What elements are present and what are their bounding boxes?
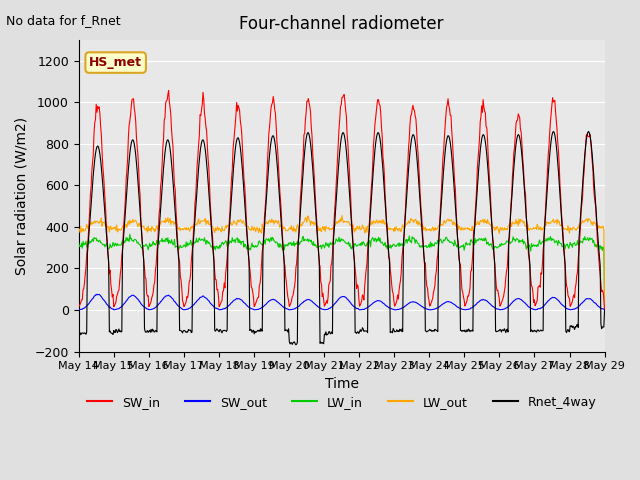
LW_in	[601, 307, 609, 313]
SW_in	[138, 239, 146, 245]
Text: HS_met: HS_met	[89, 56, 142, 69]
LW_out	[84, 226, 92, 231]
Rnet_4way	[406, 149, 414, 155]
SW_in	[84, 235, 92, 240]
SW_out	[75, 307, 83, 312]
Rnet_4way	[192, 206, 200, 212]
LW_in	[406, 239, 414, 244]
SW_out	[406, 300, 414, 305]
SW_out	[139, 303, 147, 309]
Line: LW_out: LW_out	[79, 216, 605, 310]
Title: Four-channel radiometer: Four-channel radiometer	[239, 15, 444, 33]
Y-axis label: Solar radiation (W/m2): Solar radiation (W/m2)	[15, 117, 29, 275]
LW_in	[139, 242, 147, 248]
Line: SW_in: SW_in	[79, 90, 605, 310]
LW_out	[220, 228, 227, 233]
LW_in	[75, 240, 83, 246]
Legend: SW_in, SW_out, LW_in, LW_out, Rnet_4way: SW_in, SW_out, LW_in, LW_out, Rnet_4way	[82, 391, 602, 414]
SW_out	[422, 305, 429, 311]
LW_out	[406, 220, 414, 226]
X-axis label: Time: Time	[324, 377, 358, 391]
LW_in	[220, 240, 228, 246]
Rnet_4way	[584, 129, 592, 134]
Rnet_4way	[422, 328, 429, 334]
Line: LW_in: LW_in	[79, 234, 605, 310]
SW_out	[601, 307, 609, 313]
SW_in	[193, 177, 200, 183]
LW_in	[422, 243, 429, 249]
SW_in	[164, 87, 172, 93]
LW_in	[193, 235, 200, 241]
LW_out	[422, 224, 429, 230]
Rnet_4way	[220, 327, 227, 333]
SW_in	[75, 304, 83, 310]
Rnet_4way	[292, 342, 300, 348]
Line: SW_out: SW_out	[79, 294, 605, 310]
SW_out	[92, 291, 100, 297]
LW_out	[192, 222, 200, 228]
LW_in	[126, 231, 134, 237]
LW_out	[338, 213, 346, 218]
SW_in	[406, 120, 414, 126]
SW_out	[220, 306, 228, 312]
Rnet_4way	[84, 241, 92, 247]
Rnet_4way	[601, 307, 609, 313]
SW_in	[220, 280, 228, 286]
LW_out	[75, 227, 83, 233]
LW_in	[84, 240, 92, 246]
SW_in	[422, 260, 429, 265]
Rnet_4way	[138, 240, 146, 246]
SW_out	[84, 301, 92, 307]
Rnet_4way	[75, 328, 83, 334]
Line: Rnet_4way: Rnet_4way	[79, 132, 605, 345]
SW_out	[193, 299, 200, 304]
LW_out	[601, 307, 609, 313]
SW_in	[601, 307, 609, 313]
Text: No data for f_Rnet: No data for f_Rnet	[6, 14, 121, 27]
LW_out	[138, 223, 146, 229]
